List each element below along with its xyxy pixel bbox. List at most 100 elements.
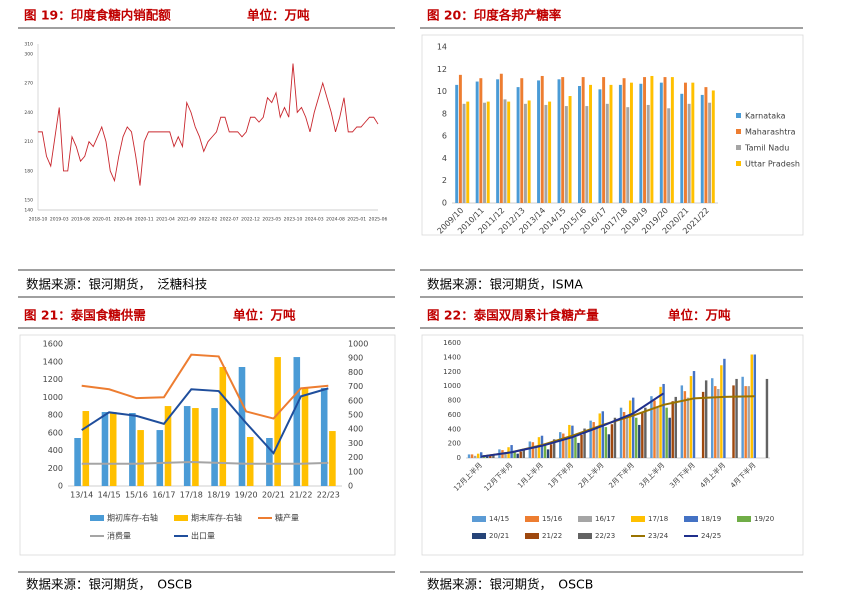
bar <box>559 432 562 458</box>
bar <box>680 385 684 458</box>
bar <box>301 388 309 486</box>
bar <box>656 407 659 458</box>
line-series <box>38 63 379 186</box>
bar <box>701 391 705 458</box>
bar <box>704 380 708 458</box>
bar <box>519 451 522 458</box>
legend-label: 出口量 <box>191 531 215 541</box>
legend-swatch <box>736 129 741 134</box>
y-tick-label: 400 <box>448 425 461 433</box>
bar <box>565 437 568 458</box>
bar <box>619 407 623 458</box>
legend-label: 24/25 <box>701 532 721 540</box>
bar <box>580 435 583 458</box>
chart-frame <box>421 34 804 236</box>
bar <box>592 422 595 458</box>
y2-tick-label: 400 <box>348 425 363 434</box>
y2-tick-label: 800 <box>348 368 363 377</box>
bar <box>467 454 471 458</box>
x-tick-label: 2024-08 <box>326 217 345 223</box>
bar <box>274 357 281 486</box>
bar <box>537 437 541 458</box>
legend-swatch <box>737 516 751 522</box>
x-tick-label: 12月下半月 <box>482 460 514 492</box>
x-tick-label: 18/19 <box>207 491 230 500</box>
bar <box>607 434 611 458</box>
y-tick-label: 1400 <box>443 353 461 361</box>
bar <box>473 455 477 458</box>
bar <box>537 80 541 203</box>
bar <box>704 87 708 203</box>
bar <box>544 104 548 203</box>
source-note: 数据来源：银河期货， OSCB <box>427 577 593 592</box>
bar <box>516 87 520 203</box>
x-tick-label: 14/15 <box>98 491 121 500</box>
x-tick-label: 2024-03 <box>305 217 324 223</box>
y-tick-label: 1200 <box>443 368 461 376</box>
x-tick-label: 15/16 <box>125 491 148 500</box>
bar <box>653 400 656 458</box>
legend-swatch <box>736 161 741 166</box>
bar <box>601 411 605 458</box>
y-tick-label: 2 <box>442 176 447 185</box>
x-tick-label: 1月上半月 <box>516 460 545 489</box>
bar <box>578 86 581 203</box>
bar <box>549 444 553 458</box>
bar <box>618 84 622 203</box>
y-tick-label: 12 <box>437 65 447 74</box>
bar <box>192 408 199 486</box>
bar <box>568 96 572 203</box>
x-tick-label: 17/18 <box>180 491 203 500</box>
bar <box>625 417 629 458</box>
bar <box>631 397 635 458</box>
chart-frame <box>421 334 804 556</box>
legend-label: 23/24 <box>648 532 669 540</box>
bar <box>266 438 273 486</box>
x-tick-label: 2019-03 <box>50 217 69 223</box>
bar <box>329 431 336 486</box>
x-tick-label: 2021-09 <box>177 217 196 223</box>
bar <box>629 82 633 203</box>
bar <box>609 84 613 203</box>
bar <box>466 101 470 203</box>
bar <box>564 106 568 203</box>
bar <box>686 397 690 458</box>
bar <box>458 74 462 203</box>
bar <box>720 365 723 458</box>
y-tick-label: 10 <box>437 87 447 96</box>
bar <box>635 417 638 458</box>
legend-swatch <box>578 516 592 522</box>
bar <box>183 406 191 486</box>
bar <box>238 367 246 486</box>
bar <box>552 439 556 458</box>
bar <box>662 383 665 458</box>
y2-tick-label: 0 <box>348 482 353 491</box>
bar <box>109 412 117 486</box>
legend-label: 期初库存-右轴 <box>107 513 158 523</box>
y-tick-label: 1200 <box>43 375 63 384</box>
bar <box>711 378 714 458</box>
bar <box>74 438 81 486</box>
bar <box>667 108 671 203</box>
bar <box>496 79 500 203</box>
legend-label: 21/22 <box>542 532 562 540</box>
y-tick-label: 1000 <box>443 382 461 390</box>
bar <box>483 102 487 203</box>
line-series <box>81 353 329 420</box>
bar <box>674 396 677 458</box>
bar <box>650 75 654 203</box>
bar <box>732 385 735 458</box>
bar <box>293 357 301 486</box>
y-tick-label: 0 <box>58 482 63 491</box>
bar <box>540 435 544 458</box>
bar <box>540 75 544 203</box>
bar <box>320 388 328 486</box>
x-tick-label: 1月下半月 <box>546 460 575 489</box>
bar <box>571 425 574 458</box>
y-tick-label: 1400 <box>43 357 63 366</box>
bar <box>604 427 608 458</box>
legend-swatch <box>736 145 741 150</box>
bar <box>574 437 577 458</box>
bar <box>650 396 653 458</box>
